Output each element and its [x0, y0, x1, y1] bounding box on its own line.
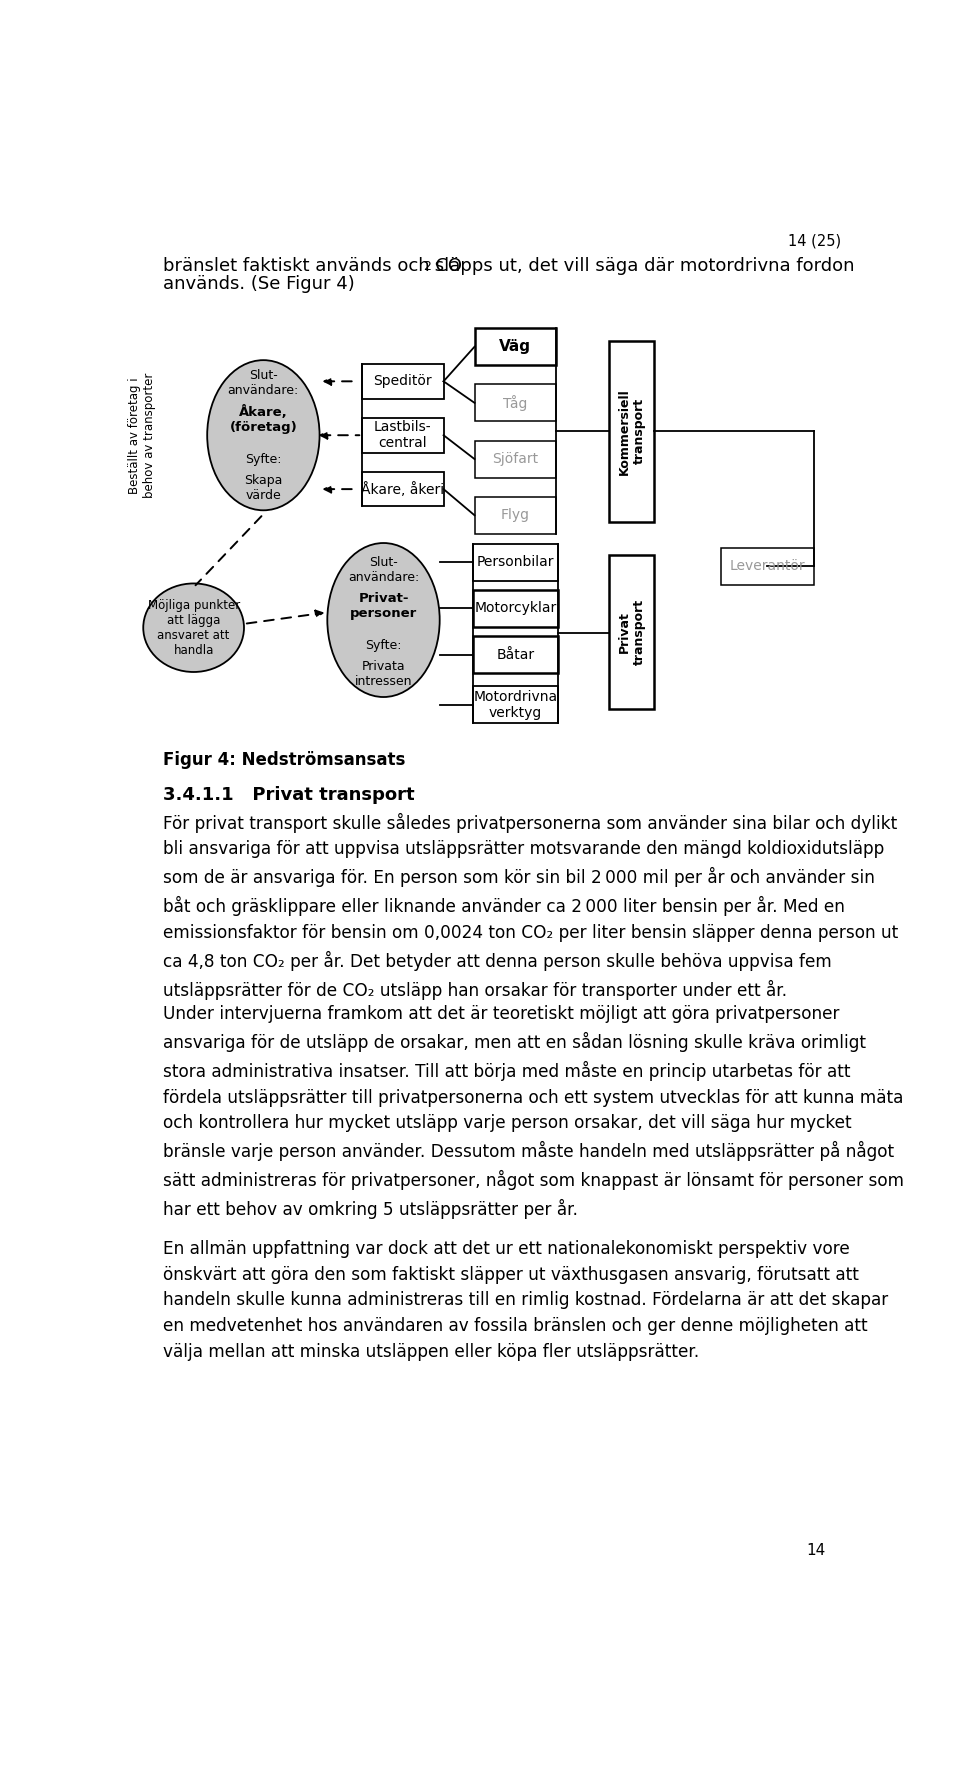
Text: Skapa
värde: Skapa värde	[244, 473, 282, 502]
Text: Speditör: Speditör	[373, 374, 432, 389]
Text: används. (Se Figur 4): används. (Se Figur 4)	[162, 275, 354, 293]
Text: Tåg: Tåg	[503, 396, 527, 411]
Text: Flyg: Flyg	[501, 509, 530, 523]
Text: 14: 14	[806, 1543, 826, 1558]
Bar	[721, 547, 814, 585]
Bar	[362, 419, 444, 452]
Text: Väg: Väg	[499, 339, 531, 355]
Text: Syfte:: Syfte:	[365, 639, 401, 652]
Text: Privat
transport: Privat transport	[617, 599, 645, 664]
Text: Under intervjuerna framkom att det är teoretiskt möjligt att göra privatpersoner: Under intervjuerna framkom att det är te…	[162, 1005, 903, 1219]
Bar	[472, 590, 558, 627]
Bar	[362, 364, 444, 399]
Bar	[474, 328, 556, 366]
Text: Leverantör: Leverantör	[730, 560, 804, 574]
Text: Lastbils-
central: Lastbils- central	[374, 420, 432, 450]
Text: Slut-
användare:: Slut- användare:	[228, 369, 299, 397]
Text: Beställt av företag i
behov av transporter: Beställt av företag i behov av transport…	[128, 373, 156, 498]
Text: 2: 2	[423, 260, 431, 274]
Text: Sjöfart: Sjöfart	[492, 452, 539, 466]
Text: Båtar: Båtar	[496, 648, 535, 662]
Ellipse shape	[207, 360, 320, 510]
Text: bränslet faktiskt används och CO: bränslet faktiskt används och CO	[162, 256, 462, 274]
Text: Privat-
personer: Privat- personer	[349, 592, 418, 620]
Bar	[472, 636, 558, 673]
Bar	[474, 440, 556, 477]
Bar	[609, 341, 654, 521]
Bar	[472, 687, 558, 724]
Text: Privata
intressen: Privata intressen	[355, 660, 412, 689]
Text: För privat transport skulle således privatpersonerna som använder sina bilar och: För privat transport skulle således priv…	[162, 812, 898, 1000]
Text: 14 (25): 14 (25)	[787, 233, 841, 249]
Text: Motordrivna
verktyg: Motordrivna verktyg	[473, 689, 558, 721]
Text: Personbilar: Personbilar	[476, 555, 554, 569]
Bar	[474, 385, 556, 422]
Text: Motorcyklar: Motorcyklar	[474, 602, 557, 616]
Bar	[474, 496, 556, 533]
Text: Kommersiell
transport: Kommersiell transport	[617, 389, 645, 475]
Text: Åkare,
(företag): Åkare, (företag)	[229, 406, 298, 434]
Text: Figur 4: Nedströmsansats: Figur 4: Nedströmsansats	[162, 751, 405, 768]
Text: släpps ut, det vill säga där motordrivna fordon: släpps ut, det vill säga där motordrivna…	[429, 256, 854, 274]
Bar	[472, 544, 558, 581]
Text: Åkare, åkeri: Åkare, åkeri	[361, 482, 444, 496]
Bar	[362, 472, 444, 507]
Text: 3.4.1.1   Privat transport: 3.4.1.1 Privat transport	[162, 786, 415, 804]
Text: Slut-
användare:: Slut- användare:	[348, 556, 420, 585]
Text: En allmän uppfattning var dock att det ur ett nationalekonomiskt perspektiv vore: En allmän uppfattning var dock att det u…	[162, 1240, 888, 1360]
Text: Möjliga punkter
att lägga
ansvaret att
handla: Möjliga punkter att lägga ansvaret att h…	[148, 599, 240, 657]
Ellipse shape	[327, 542, 440, 698]
Text: Syfte:: Syfte:	[245, 454, 281, 466]
Ellipse shape	[143, 583, 244, 673]
Bar	[609, 555, 654, 708]
